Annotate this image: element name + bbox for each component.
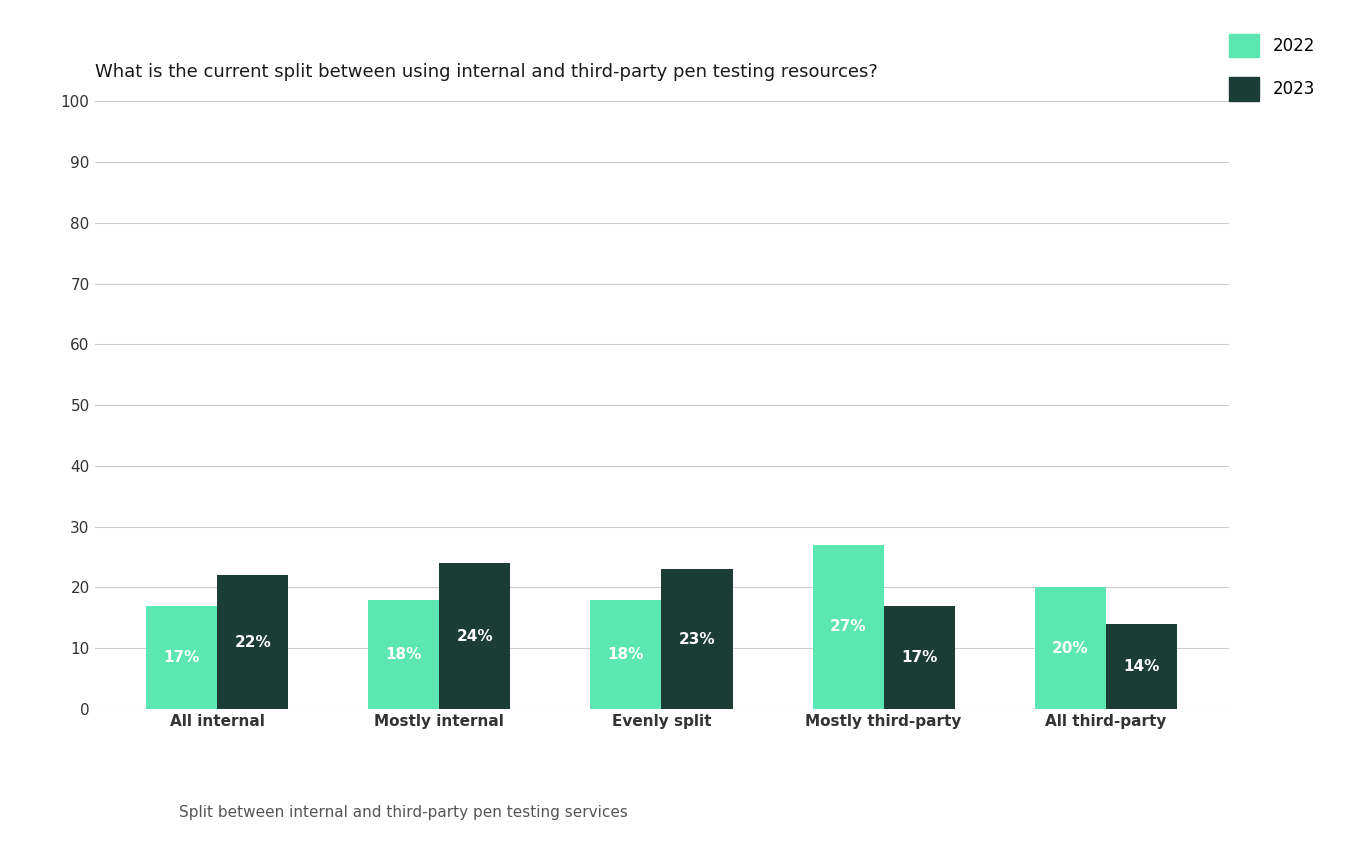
Text: 27%: 27% (830, 619, 867, 635)
Text: 18%: 18% (608, 647, 644, 662)
Bar (217, 576, 289, 709)
Text: Split between internal and third-party pen testing services: Split between internal and third-party p… (180, 805, 628, 820)
Bar (369, 599, 439, 709)
Text: 23%: 23% (679, 631, 716, 647)
Text: 14%: 14% (1123, 659, 1160, 674)
Text: 18%: 18% (386, 647, 423, 662)
Bar (1034, 587, 1106, 709)
Bar (146, 606, 217, 709)
Text: Figure 18:: Figure 18: (34, 805, 122, 820)
Text: 24%: 24% (456, 629, 493, 643)
Text: What is the current split between using internal and third-party pen testing res: What is the current split between using … (95, 63, 878, 81)
Bar (1106, 624, 1177, 709)
Bar (884, 606, 954, 709)
Legend: 2022, 2023: 2022, 2023 (1228, 34, 1315, 100)
Text: 20%: 20% (1052, 641, 1088, 656)
Bar (813, 545, 884, 709)
Text: 17%: 17% (163, 650, 200, 665)
Bar (590, 599, 662, 709)
Bar (439, 563, 510, 709)
Bar (662, 569, 733, 709)
Text: 22%: 22% (235, 635, 271, 650)
Text: 17%: 17% (900, 650, 937, 665)
